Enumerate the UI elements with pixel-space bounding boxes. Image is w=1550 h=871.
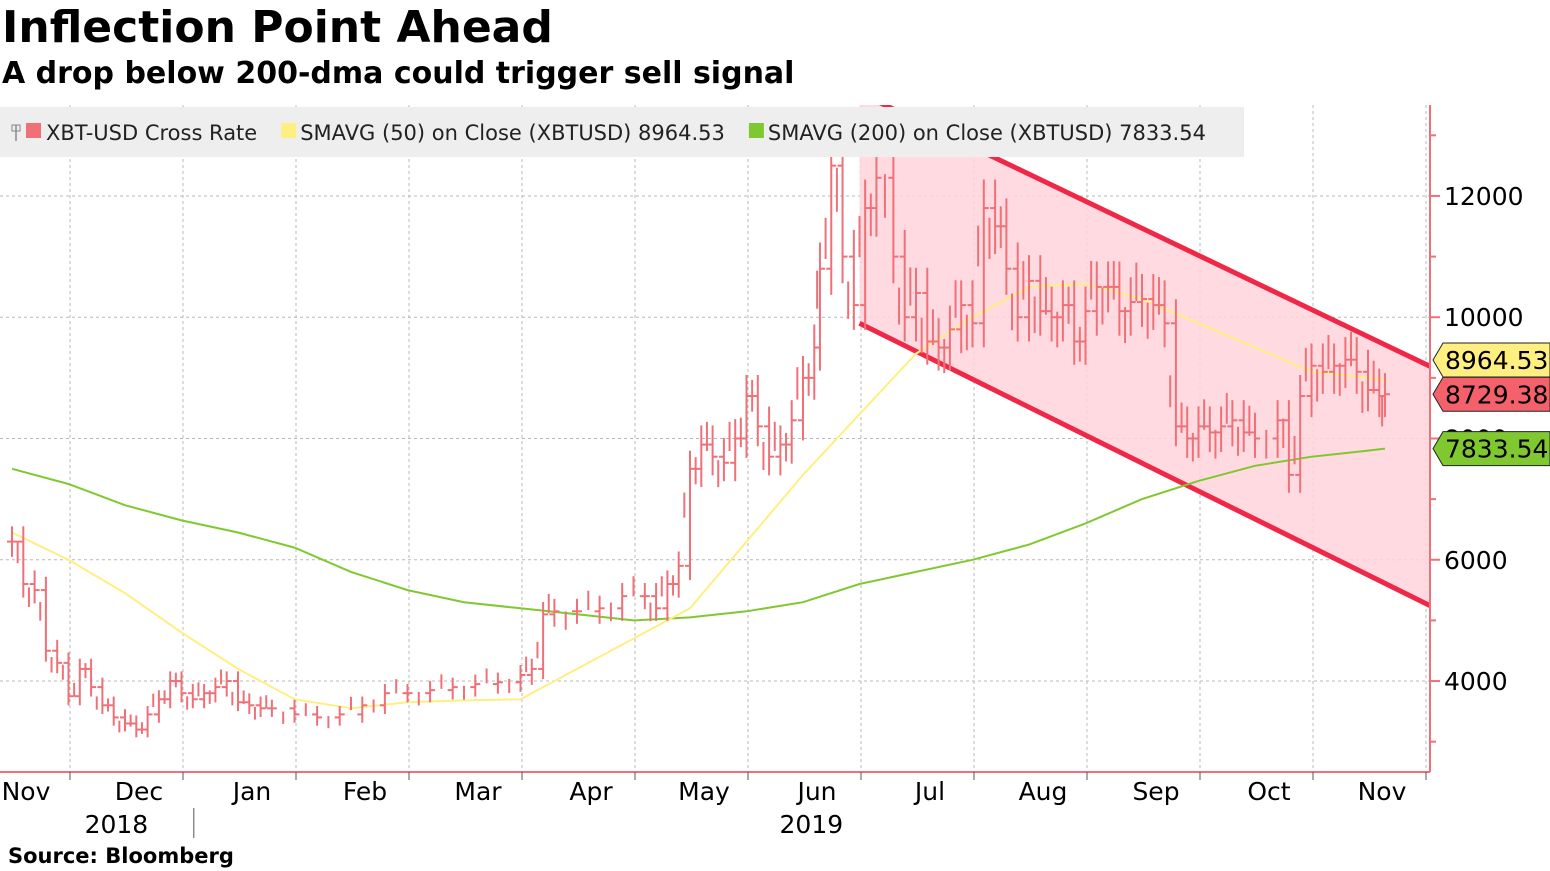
x-tick-label: Feb: [343, 777, 387, 806]
y-tick-label: 6000: [1444, 546, 1508, 575]
x-tick-label: Jan: [231, 777, 272, 806]
sma200-line: [11, 447, 1386, 622]
chart-title: Inflection Point Ahead: [2, 2, 553, 53]
legend: XBT-USD Cross Rate SMAVG (50) on Close (X…: [0, 107, 1244, 157]
x-tick-label: Dec: [115, 777, 163, 806]
end-value-tag-shape: [1432, 342, 1550, 378]
ohlc-bar-icon: [11, 124, 21, 132]
legend-label: XBT-USD Cross Rate: [46, 121, 257, 145]
x-tick-label: Oct: [1247, 777, 1290, 806]
y-tick-label: 4000: [1444, 667, 1508, 696]
x-tick-label: Nov: [2, 777, 51, 806]
chart-subtitle: A drop below 200-dma could trigger sell …: [2, 56, 795, 91]
grid-lines: [0, 105, 1430, 772]
channel-lower-line: [858, 321, 1430, 609]
x-tick-label: Apr: [569, 777, 613, 806]
sma50-line: [11, 282, 1386, 710]
end-value-tag-label: 8964.53: [1445, 346, 1548, 375]
x-tick-label: Jun: [795, 777, 836, 806]
x-tick-label: Aug: [1019, 777, 1068, 806]
legend-label: SMAVG (200) on Close (XBTUSD) 7833.54: [768, 121, 1206, 145]
end-value-tag: 7833.54: [1432, 431, 1550, 467]
x-tick-label: May: [678, 777, 730, 806]
square-icon: [748, 123, 764, 138]
end-value-tag-label: 8729.38: [1445, 380, 1548, 409]
square-icon: [26, 123, 41, 138]
source-note: Source: Bloomberg: [8, 844, 234, 868]
series-layer: [7, 135, 1390, 738]
x-tick-label: Sep: [1132, 777, 1179, 806]
y-tick-label: 10000: [1444, 303, 1524, 332]
trend-channel: [858, 105, 1430, 609]
end-value-tag-label: 7833.54: [1445, 435, 1548, 464]
square-icon: [281, 123, 297, 138]
year-label: 2018: [85, 810, 149, 839]
y-tick-label: 12000: [1444, 182, 1524, 211]
price-series: [7, 135, 1390, 738]
end-value-tag: 8964.53: [1432, 342, 1550, 378]
x-tick-label: Nov: [1358, 777, 1407, 806]
legend-item: SMAVG (50) on Close (XBTUSD) 8964.53: [281, 121, 725, 145]
channel-fill: [859, 105, 1430, 606]
legend-item: XBT-USD Cross Rate: [11, 121, 257, 145]
end-value-tags: 8964.53 8729.38 7833.54: [1432, 342, 1550, 467]
legend-item: SMAVG (200) on Close (XBTUSD) 7833.54: [748, 121, 1206, 145]
year-label: 2019: [780, 810, 844, 839]
x-tick-label: Mar: [454, 777, 502, 806]
x-tick-label: Jul: [913, 777, 945, 806]
legend-box: [0, 107, 1244, 157]
legend-label: SMAVG (50) on Close (XBTUSD) 8964.53: [300, 121, 725, 145]
end-value-tag: 8729.38: [1432, 376, 1550, 412]
end-value-tag-shape: [1432, 431, 1550, 467]
end-value-tag-shape: [1432, 376, 1550, 412]
